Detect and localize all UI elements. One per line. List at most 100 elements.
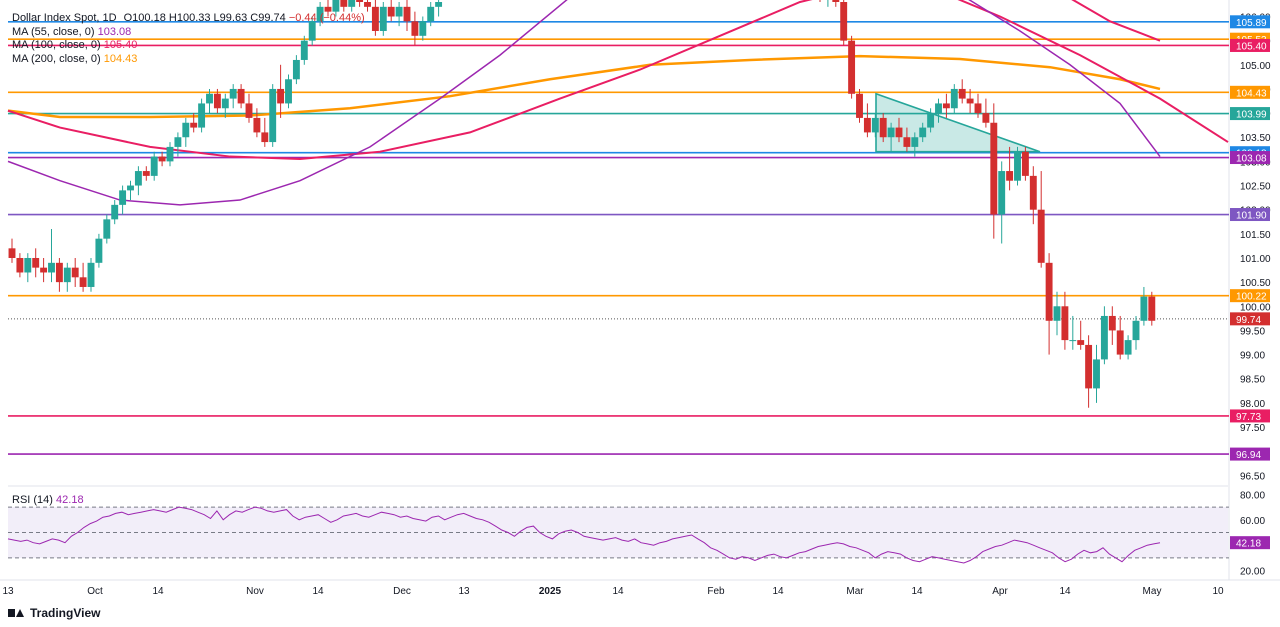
candle-body — [300, 40, 308, 60]
time-tick-label: Oct — [87, 586, 103, 597]
price-level-badge: 105.40 — [1230, 38, 1270, 52]
candle-body — [221, 98, 229, 109]
candle-body — [190, 122, 198, 128]
time-tick-label: 14 — [612, 586, 624, 597]
price-tick-label: 105.00 — [1240, 61, 1271, 72]
candle-body — [292, 59, 300, 80]
candle-body — [261, 132, 269, 143]
candle-body — [856, 93, 863, 118]
ma200-label: MA (200, close, 0) — [12, 52, 101, 65]
candle-body — [71, 267, 79, 278]
ma55-line — [7, 0, 568, 206]
price-level-badge-bg — [1230, 85, 1270, 99]
price-tick-label: 99.50 — [1240, 326, 1265, 337]
candle-body — [887, 127, 895, 138]
candle-body — [340, 0, 348, 7]
price-level-badge: 104.43 — [1230, 85, 1270, 99]
ma100-line-right — [957, 0, 1229, 143]
candle-body — [1140, 296, 1148, 321]
candle-body — [324, 6, 332, 12]
candle-body — [308, 21, 316, 41]
price-level-badge-bg — [1230, 409, 1270, 423]
rsi-label: RSI (14) — [12, 494, 53, 506]
ma100-value: 105.40 — [103, 39, 138, 51]
rsi-tick-label: 20.00 — [1240, 567, 1265, 578]
ma100-legend[interactable]: MA (100, close, 0) 105.40 — [12, 39, 365, 53]
time-tick-label: Mar — [846, 586, 864, 597]
candle-body — [863, 117, 871, 133]
candle-body — [1108, 315, 1116, 331]
ma200-legend[interactable]: MA (200, close, 0) 104.43 — [12, 53, 365, 67]
candle-body — [411, 21, 419, 36]
candle-body — [32, 257, 40, 268]
price-level-badge-bg — [1230, 447, 1270, 461]
tradingview-logo[interactable]: TradingView — [8, 606, 100, 620]
candle-body — [8, 248, 16, 258]
time-tick-label: 10 — [1212, 586, 1224, 597]
price-level-badge-text: 103.99 — [1236, 110, 1267, 121]
price-tick-label: 103.50 — [1240, 133, 1271, 144]
candle-body — [1037, 209, 1045, 263]
rsi-tick-label: 80.00 — [1240, 490, 1265, 501]
close-value: C99.74 — [250, 12, 286, 24]
candle-body — [911, 137, 919, 147]
candle-body — [348, 0, 356, 7]
rsi-legend[interactable]: RSI (14) 42.18 — [12, 494, 84, 506]
candle-body — [419, 21, 427, 36]
price-level-badge-text: 100.22 — [1236, 292, 1267, 303]
candle-body — [48, 262, 55, 273]
ma100-line — [7, 0, 813, 160]
price-level-badge: 96.94 — [1230, 447, 1270, 461]
price-level-badge-text: 99.74 — [1236, 315, 1261, 326]
candle-body — [79, 277, 87, 287]
price-level-badge-bg — [1230, 289, 1270, 303]
price-level-badge-text: 101.90 — [1236, 211, 1267, 222]
price-level-badge-bg — [1230, 38, 1270, 52]
candle-body — [395, 6, 403, 17]
brand-label: TradingView — [30, 606, 101, 620]
candle-body — [1045, 262, 1053, 321]
candle-body — [935, 103, 942, 114]
price-tick-label: 100.00 — [1240, 302, 1271, 313]
price-level-badge-text: 96.94 — [1236, 450, 1261, 461]
time-tick-label: Dec — [393, 586, 411, 597]
candle-body — [253, 117, 261, 133]
time-tick-label: 14 — [772, 586, 784, 597]
price-level-badge: 103.08 — [1230, 151, 1270, 165]
candle-body — [55, 262, 63, 283]
price-level-badge-bg — [1230, 208, 1270, 222]
symbol-label[interactable]: Dollar Index Spot, 1D — [12, 12, 117, 24]
candle-body — [237, 88, 245, 104]
candle-body — [1069, 340, 1077, 342]
candle-body — [942, 103, 950, 109]
ma100-label: MA (100, close, 0) — [12, 39, 101, 51]
ma200-value: 104.43 — [103, 52, 138, 65]
price-tick-label: 98.50 — [1240, 375, 1265, 386]
price-level-badge-text: 97.73 — [1236, 412, 1261, 423]
candle-body — [1053, 306, 1061, 321]
time-tick-label: May — [1143, 586, 1162, 597]
candle-body — [840, 2, 848, 41]
candle-body — [1077, 340, 1085, 345]
candle-body — [950, 88, 958, 109]
candle-body — [990, 122, 998, 215]
ma55-legend[interactable]: MA (55, close, 0) 103.08 — [12, 26, 365, 40]
candle-body — [245, 103, 253, 118]
candle-body — [1148, 296, 1156, 321]
candle-body — [229, 88, 237, 99]
candle-body — [285, 79, 292, 104]
candle-body — [1116, 330, 1124, 355]
rsi-value-badge: 42.18 — [1230, 536, 1270, 550]
candle-body — [903, 137, 911, 147]
candle-body — [206, 93, 213, 104]
candle-body — [1093, 359, 1100, 389]
time-tick-label: 14 — [152, 586, 164, 597]
chart-legend: Dollar Index Spot, 1D O100.18 H100.33 L9… — [12, 12, 365, 66]
candle-body — [182, 122, 190, 138]
ma100-line-far — [1071, 0, 1161, 42]
candle-body — [134, 171, 142, 186]
candle-body — [1124, 340, 1132, 355]
candle-body — [40, 267, 48, 273]
